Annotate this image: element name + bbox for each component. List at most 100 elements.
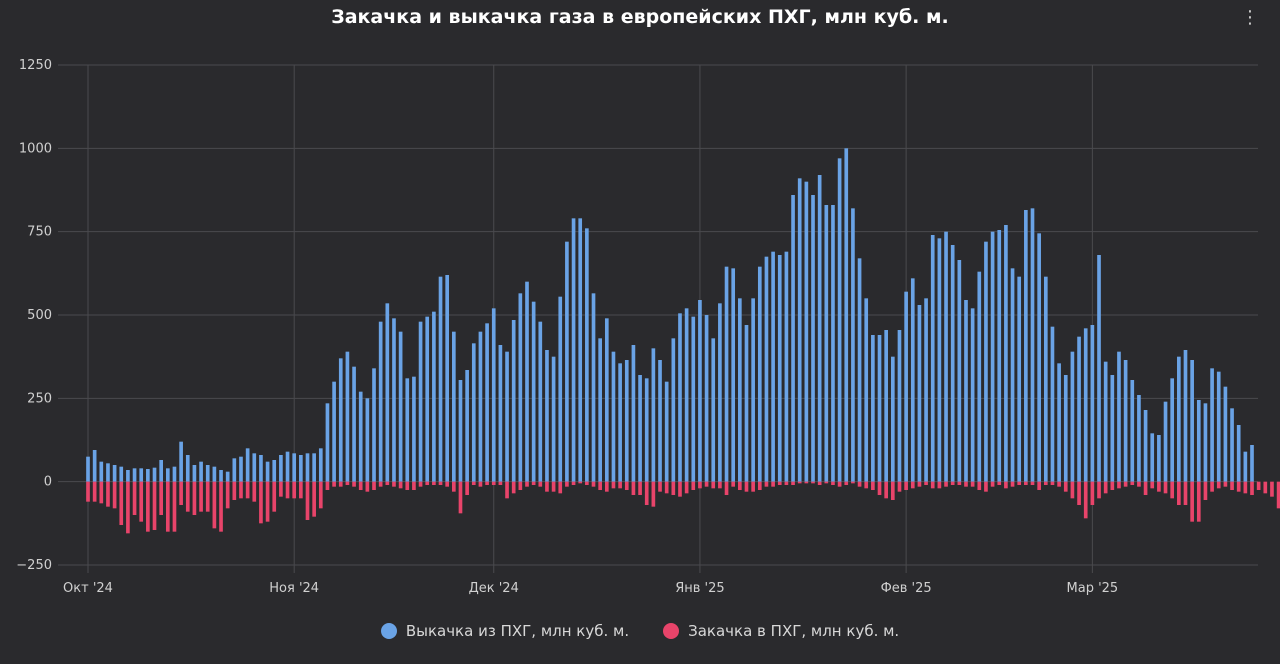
bar-injection[interactable]: [1037, 481, 1041, 490]
bar-injection[interactable]: [817, 481, 822, 485]
bar-withdrawal[interactable]: [259, 455, 263, 482]
bar-injection[interactable]: [990, 481, 995, 487]
bar-withdrawal[interactable]: [332, 381, 336, 482]
bar-withdrawal[interactable]: [738, 298, 742, 482]
bar-withdrawal[interactable]: [345, 351, 350, 482]
bar-injection[interactable]: [678, 481, 682, 497]
bar-withdrawal[interactable]: [152, 467, 157, 482]
bar-withdrawal[interactable]: [678, 313, 682, 482]
bar-injection[interactable]: [585, 481, 589, 485]
bar-injection[interactable]: [784, 481, 789, 485]
bar-injection[interactable]: [1230, 481, 1234, 490]
bar-injection[interactable]: [744, 481, 749, 492]
bar-withdrawal[interactable]: [1137, 395, 1141, 482]
bar-withdrawal[interactable]: [757, 266, 762, 482]
bar-injection[interactable]: [924, 481, 928, 485]
bar-withdrawal[interactable]: [644, 378, 649, 482]
bar-withdrawal[interactable]: [338, 358, 343, 482]
bar-withdrawal[interactable]: [192, 465, 197, 482]
bar-withdrawal[interactable]: [491, 308, 496, 482]
bar-withdrawal[interactable]: [1216, 371, 1221, 482]
bar-withdrawal[interactable]: [185, 455, 190, 482]
bar-injection[interactable]: [1090, 481, 1095, 505]
bar-withdrawal[interactable]: [1004, 225, 1008, 482]
bar-withdrawal[interactable]: [1230, 408, 1234, 482]
bar-withdrawal[interactable]: [950, 245, 955, 482]
bar-withdrawal[interactable]: [930, 235, 935, 482]
bar-injection[interactable]: [1130, 481, 1135, 485]
bar-withdrawal[interactable]: [684, 308, 689, 482]
bar-withdrawal[interactable]: [771, 251, 775, 482]
bar-withdrawal[interactable]: [1123, 360, 1128, 482]
bar-withdrawal[interactable]: [924, 298, 928, 482]
bar-withdrawal[interactable]: [585, 228, 589, 482]
bar-withdrawal[interactable]: [112, 465, 117, 482]
bar-withdrawal[interactable]: [1050, 326, 1055, 482]
bar-withdrawal[interactable]: [239, 456, 243, 482]
bar-injection[interactable]: [957, 481, 962, 485]
bar-injection[interactable]: [358, 481, 363, 490]
bar-injection[interactable]: [185, 481, 190, 512]
bar-withdrawal[interactable]: [465, 370, 469, 482]
bar-injection[interactable]: [285, 481, 290, 499]
bar-injection[interactable]: [910, 481, 915, 489]
bar-withdrawal[interactable]: [445, 275, 450, 482]
bar-withdrawal[interactable]: [904, 291, 908, 482]
bar-withdrawal[interactable]: [1196, 400, 1201, 482]
bar-withdrawal[interactable]: [325, 403, 330, 482]
bar-withdrawal[interactable]: [1236, 425, 1241, 482]
bar-injection[interactable]: [871, 481, 875, 490]
bar-injection[interactable]: [857, 481, 862, 487]
bar-withdrawal[interactable]: [844, 148, 849, 482]
bar-injection[interactable]: [192, 481, 197, 515]
bar-injection[interactable]: [345, 481, 350, 485]
bar-withdrawal[interactable]: [312, 453, 316, 482]
bar-injection[interactable]: [325, 481, 330, 490]
bar-withdrawal[interactable]: [119, 466, 124, 482]
bar-injection[interactable]: [950, 481, 955, 485]
bar-withdrawal[interactable]: [811, 195, 815, 482]
bar-injection[interactable]: [631, 481, 636, 495]
bar-injection[interactable]: [438, 481, 443, 485]
bar-injection[interactable]: [458, 481, 463, 514]
bar-withdrawal[interactable]: [664, 381, 669, 482]
bar-injection[interactable]: [252, 481, 257, 502]
bar-withdrawal[interactable]: [884, 330, 888, 482]
bar-withdrawal[interactable]: [591, 293, 596, 482]
bar-injection[interactable]: [591, 481, 596, 487]
bar-withdrawal[interactable]: [132, 468, 137, 482]
bar-withdrawal[interactable]: [199, 461, 203, 482]
bar-injection[interactable]: [511, 481, 516, 494]
bar-withdrawal[interactable]: [691, 316, 696, 482]
bar-injection[interactable]: [452, 481, 456, 492]
bar-injection[interactable]: [611, 481, 616, 489]
bar-withdrawal[interactable]: [398, 331, 403, 482]
bar-withdrawal[interactable]: [126, 470, 130, 482]
bar-withdrawal[interactable]: [432, 311, 436, 482]
bar-withdrawal[interactable]: [485, 323, 489, 482]
bar-withdrawal[interactable]: [285, 451, 290, 482]
bar-withdrawal[interactable]: [272, 460, 277, 482]
bar-injection[interactable]: [944, 481, 948, 487]
bar-injection[interactable]: [525, 481, 529, 487]
bar-injection[interactable]: [1276, 481, 1280, 509]
bar-injection[interactable]: [505, 481, 509, 499]
bar-withdrawal[interactable]: [1030, 208, 1035, 482]
bar-withdrawal[interactable]: [611, 351, 616, 482]
bar-withdrawal[interactable]: [385, 303, 390, 482]
bar-injection[interactable]: [604, 481, 609, 492]
bar-withdrawal[interactable]: [711, 338, 716, 482]
bar-injection[interactable]: [445, 481, 450, 487]
bar-withdrawal[interactable]: [964, 300, 968, 482]
bar-withdrawal[interactable]: [538, 321, 543, 482]
bar-withdrawal[interactable]: [944, 231, 948, 482]
bar-withdrawal[interactable]: [877, 335, 882, 482]
bar-injection[interactable]: [811, 481, 815, 484]
bar-injection[interactable]: [338, 481, 343, 487]
bar-injection[interactable]: [465, 481, 469, 495]
bar-injection[interactable]: [1163, 481, 1168, 494]
bar-withdrawal[interactable]: [106, 463, 110, 482]
bar-injection[interactable]: [312, 481, 316, 517]
bar-injection[interactable]: [405, 481, 410, 490]
bar-withdrawal[interactable]: [851, 208, 855, 482]
